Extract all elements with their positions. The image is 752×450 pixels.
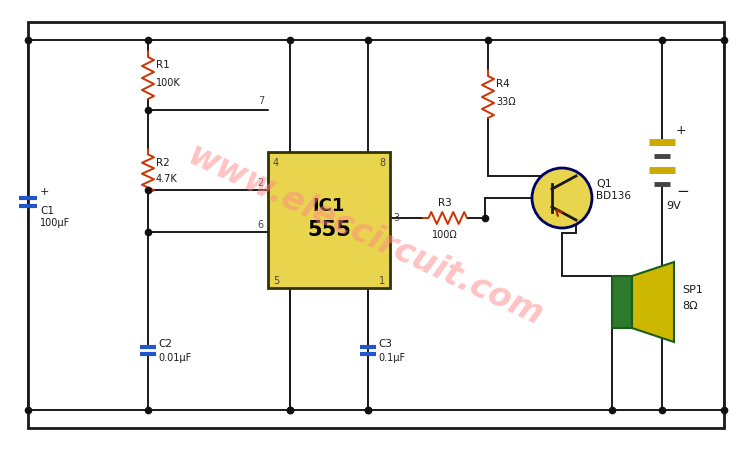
Text: 100μF: 100μF xyxy=(40,218,70,228)
Text: 3: 3 xyxy=(393,213,399,223)
Text: +: + xyxy=(676,123,687,136)
Text: 1: 1 xyxy=(379,276,385,286)
Text: 100Ω: 100Ω xyxy=(432,230,458,240)
Text: IC1: IC1 xyxy=(313,197,345,215)
Text: SP1: SP1 xyxy=(682,285,703,295)
Text: Q1: Q1 xyxy=(596,179,611,189)
Text: C2: C2 xyxy=(158,339,172,349)
Text: 9V: 9V xyxy=(666,201,681,211)
Bar xyxy=(268,152,390,288)
Text: 2: 2 xyxy=(258,178,264,188)
Text: BD136: BD136 xyxy=(596,191,631,201)
Text: R2: R2 xyxy=(156,158,170,168)
Circle shape xyxy=(532,168,592,228)
Text: 33Ω: 33Ω xyxy=(496,97,516,107)
Text: 0.01μF: 0.01μF xyxy=(158,353,191,363)
Text: R4: R4 xyxy=(496,79,510,89)
Polygon shape xyxy=(632,262,674,342)
Text: C1: C1 xyxy=(40,206,54,216)
Text: +: + xyxy=(40,187,50,197)
Text: C3: C3 xyxy=(378,339,392,349)
Text: 0.1μF: 0.1μF xyxy=(378,353,405,363)
Text: 5: 5 xyxy=(273,276,279,286)
Text: 6: 6 xyxy=(258,220,264,230)
Text: 4: 4 xyxy=(273,158,279,168)
Text: 8Ω: 8Ω xyxy=(682,301,698,311)
Text: R3: R3 xyxy=(438,198,452,208)
Text: R1: R1 xyxy=(156,60,170,70)
Text: −: − xyxy=(676,184,689,199)
Text: 7: 7 xyxy=(258,96,264,106)
Bar xyxy=(612,276,632,328)
Text: 100K: 100K xyxy=(156,78,180,88)
Text: www.eleccircuit.com: www.eleccircuit.com xyxy=(182,138,548,332)
Text: 8: 8 xyxy=(379,158,385,168)
Text: 555: 555 xyxy=(307,220,351,240)
Text: 4.7K: 4.7K xyxy=(156,174,177,184)
